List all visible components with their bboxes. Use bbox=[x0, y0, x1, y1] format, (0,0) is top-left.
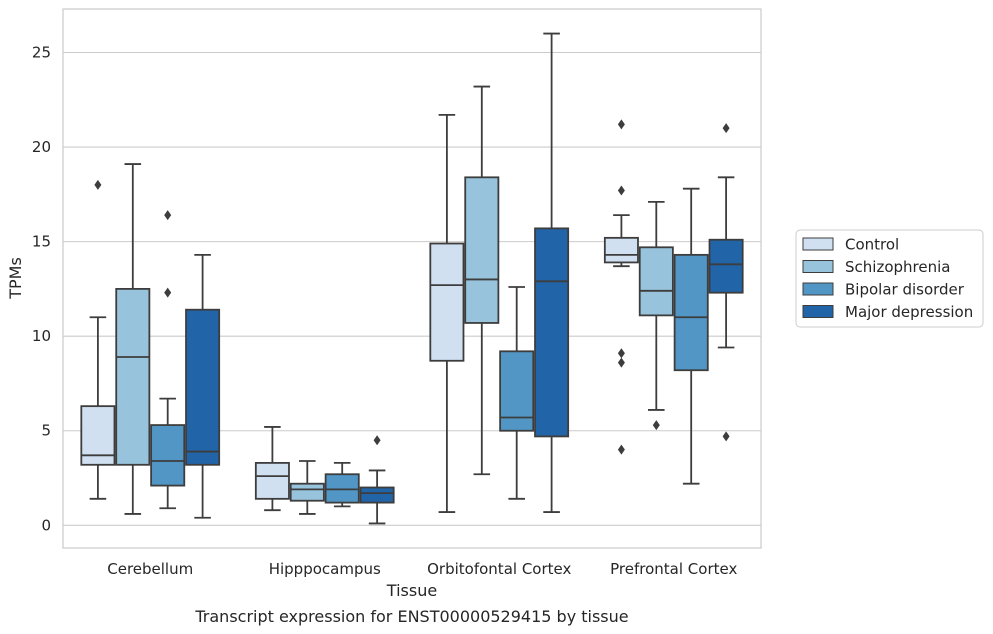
box-iqr bbox=[185, 308, 221, 466]
outlier-point bbox=[617, 185, 625, 196]
outlier-point bbox=[617, 357, 625, 368]
box-iqr bbox=[115, 288, 151, 466]
box-bipolar-disorder bbox=[499, 286, 535, 500]
box-schizophrenia bbox=[289, 460, 325, 515]
box-schizophrenia bbox=[464, 85, 500, 476]
legend-label: Schizophrenia bbox=[845, 258, 950, 276]
box-control bbox=[80, 179, 116, 500]
box-iqr bbox=[673, 253, 709, 372]
legend-swatch bbox=[802, 237, 834, 251]
legend-frame bbox=[795, 229, 984, 328]
box-major-depression bbox=[185, 253, 221, 519]
outlier-point bbox=[164, 287, 172, 298]
box-major-depression bbox=[359, 435, 395, 525]
plot-frame bbox=[62, 8, 762, 549]
y-tick-label: 20 bbox=[32, 138, 51, 156]
box-iqr bbox=[534, 227, 570, 438]
y-tick-label: 0 bbox=[41, 516, 51, 534]
legend-swatch bbox=[802, 305, 834, 318]
y-axis-title: TPMs bbox=[6, 257, 25, 300]
outlier-point bbox=[94, 179, 102, 190]
y-tick-label: 25 bbox=[32, 43, 51, 61]
legend-label: Control bbox=[845, 236, 899, 254]
box-schizophrenia bbox=[115, 163, 151, 515]
box-control bbox=[603, 119, 639, 455]
outlier-point bbox=[722, 123, 730, 134]
x-axis-ticks: Cerebellum Hipppocampus Orbitofontal Corte… bbox=[107, 560, 737, 578]
box-control bbox=[429, 114, 465, 513]
box-iqr bbox=[359, 486, 395, 504]
box-iqr bbox=[603, 236, 639, 264]
box-iqr bbox=[254, 461, 290, 500]
box-iqr bbox=[324, 473, 360, 504]
y-tick-label: 5 bbox=[41, 422, 51, 440]
legend-label: Bipolar disorder bbox=[845, 281, 965, 299]
box-major-depression bbox=[708, 123, 744, 442]
outlier-point bbox=[164, 210, 172, 221]
outlier-point bbox=[652, 420, 660, 431]
box-iqr bbox=[289, 482, 325, 502]
box-iqr bbox=[499, 350, 535, 432]
box-iqr bbox=[150, 424, 186, 487]
box-iqr bbox=[464, 176, 500, 324]
x-axis-title: Tissue bbox=[386, 581, 437, 600]
legend-label: Major depression bbox=[845, 303, 973, 321]
x-tick-label: Prefrontal Cortex bbox=[610, 560, 737, 578]
outlier-point bbox=[617, 119, 625, 130]
box-iqr bbox=[429, 242, 465, 362]
outlier-point bbox=[617, 348, 625, 359]
outlier-point bbox=[373, 435, 381, 446]
box-bipolar-disorder bbox=[150, 210, 186, 510]
legend-swatch bbox=[802, 260, 834, 273]
box-iqr bbox=[708, 238, 744, 294]
x-tick-label: Hipppocampus bbox=[269, 560, 381, 578]
box-major-depression bbox=[534, 32, 570, 513]
y-tick-label: 10 bbox=[32, 327, 51, 345]
figure-caption: Transcript expression for ENST0000052941… bbox=[194, 607, 628, 626]
box-control bbox=[254, 426, 290, 512]
legend: Control Schizophrenia Bipolar disorder Majo… bbox=[795, 229, 984, 328]
box-schizophrenia bbox=[638, 201, 674, 431]
x-tick-label: Orbitofontal Cortex bbox=[427, 560, 571, 578]
outlier-point bbox=[617, 444, 625, 455]
legend-swatch bbox=[802, 282, 834, 296]
box-bipolar-disorder bbox=[673, 187, 709, 485]
box-plot-boxes bbox=[80, 32, 744, 525]
box-iqr bbox=[638, 246, 674, 317]
outlier-point bbox=[722, 431, 730, 442]
box-bipolar-disorder bbox=[324, 461, 360, 508]
x-tick-label: Cerebellum bbox=[107, 560, 193, 578]
y-axis-ticks: 0 5 10 15 20 25 bbox=[32, 43, 51, 534]
y-tick-label: 15 bbox=[32, 233, 51, 251]
